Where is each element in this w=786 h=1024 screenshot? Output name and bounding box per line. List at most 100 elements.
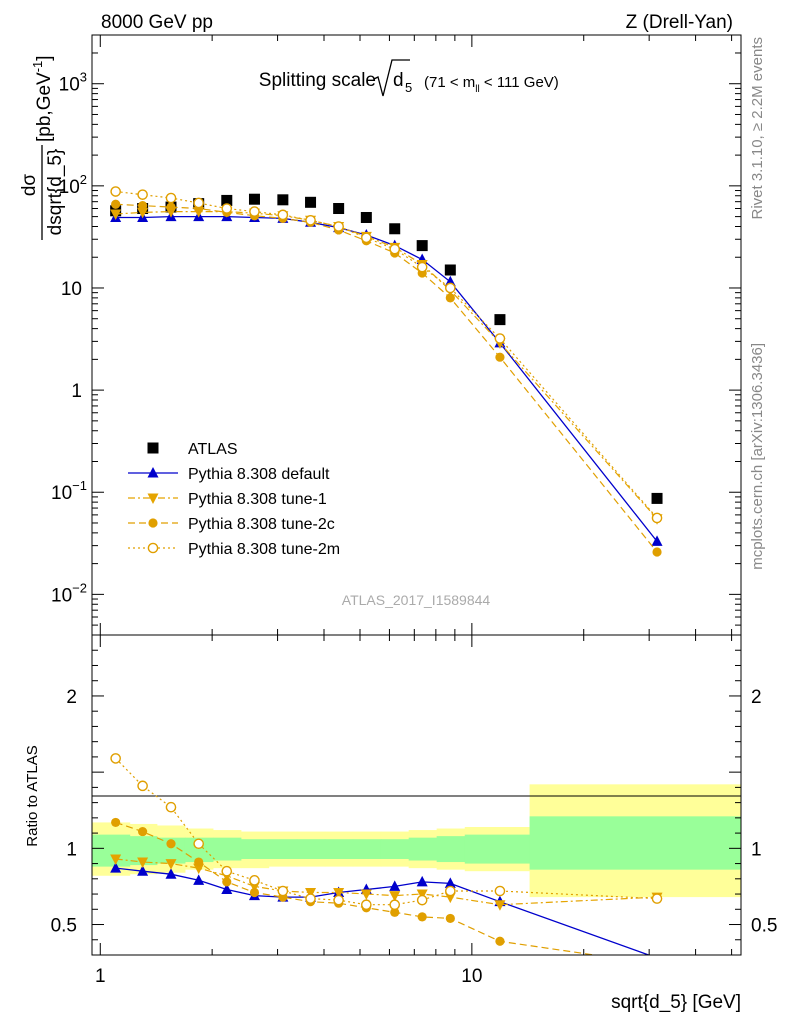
data-point-pythia-8-308-default [165, 868, 177, 879]
ratio-plot-panel: 1 10 0.5 0.5 1 1 2 2 Ratio to ATLAS sqrt{d_5} [… [24, 634, 777, 1013]
ratio-band-stat [408, 837, 438, 861]
data-point-pythia-8-308-default [221, 883, 233, 894]
plot-title-range: (71 < mll < 111 GeV) [424, 74, 559, 95]
data-point-atlas [221, 194, 233, 206]
data-point-pythia-8-308-tune-2c [138, 826, 148, 837]
series-line-pythia-8-308-tune-2c [115, 203, 658, 553]
ratio-y-axis-label: Ratio to ATLAS [24, 745, 41, 846]
ratio-uncertainty-bands [92, 784, 741, 898]
x-tick-label: 1 [95, 966, 106, 987]
ratio-y-tick-label-right: 1 [751, 839, 762, 860]
ratio-y-tick-label-right: 2 [751, 687, 762, 708]
data-point-atlas [494, 314, 506, 326]
data-point-pythia-8-308-tune-1 [137, 207, 149, 219]
analysis-tag: ATLAS_2017_I1589844 [342, 592, 491, 608]
y-tick-label: 10−1 [51, 478, 87, 504]
data-point-pythia-8-308-tune-2c [222, 877, 232, 887]
data-point-atlas [360, 211, 372, 223]
ratio-band-stat [324, 839, 354, 859]
ratio-y-tick-label: 1 [66, 839, 77, 860]
legend-item-pythia-8-308-tune-1: Pythia 8.308 tune-1 [128, 491, 327, 508]
plot-title: Splitting scale d 5 (71 < mll < 111 GeV) [259, 59, 559, 97]
data-point-pythia-8-308-tune-2m [361, 232, 372, 244]
legend-marker [147, 467, 159, 478]
data-point-pythia-8-308-tune-2c [652, 547, 662, 557]
mcplots-label: mcplots.cern.ch [arXiv:1306.3436] [749, 343, 766, 570]
data-point-pythia-8-308-default [389, 880, 401, 891]
data-point-pythia-8-308-tune-2m [249, 206, 260, 217]
data-point-pythia-8-308-tune-1 [494, 900, 506, 911]
data-point-pythia-8-308-tune-2m [445, 885, 456, 897]
data-point-pythia-8-308-tune-2m [110, 753, 121, 764]
legend-item-atlas: ATLAS [147, 441, 238, 458]
data-point-pythia-8-308-tune-2m [221, 203, 233, 214]
data-point-pythia-8-308-default [651, 535, 663, 546]
y-tick-label: 10−2 [51, 580, 87, 606]
data-point-pythia-8-308-tune-2m [416, 894, 428, 906]
ratio-y-tick-label: 0.5 [51, 916, 77, 937]
legend: ATLAS Pythia 8.308 default Pythia 8.308 tu… [128, 441, 340, 558]
ratio-band-stat [296, 839, 326, 859]
data-point-pythia-8-308-tune-2m [361, 899, 372, 911]
plot-title-sqrt-sign [373, 59, 410, 97]
y-tick-label: 1 [71, 381, 82, 402]
ratio-y-tick-label: 2 [66, 687, 77, 708]
plot-title-range-post: < 111 GeV) [480, 74, 559, 91]
data-point-pythia-8-308-tune-2m [416, 261, 428, 273]
data-point-pythia-8-308-tune-1 [416, 889, 428, 901]
data-point-pythia-8-308-tune-2m [165, 801, 177, 813]
data-point-atlas [305, 196, 317, 208]
legend-marker [147, 542, 159, 554]
data-point-pythia-8-308-tune-2c [390, 907, 400, 917]
data-point-pythia-8-308-tune-2m [277, 209, 289, 221]
data-point-pythia-8-308-tune-2c [495, 352, 505, 362]
main-plot-marks [110, 186, 663, 557]
legend-label: Pythia 8.308 tune-1 [188, 491, 327, 508]
data-point-pythia-8-308-tune-2m [221, 865, 233, 877]
data-point-pythia-8-308-tune-2m [137, 189, 148, 200]
data-point-pythia-8-308-tune-2m [494, 333, 506, 344]
data-point-pythia-8-308-default [444, 877, 456, 888]
data-point-pythia-8-308-tune-1 [110, 854, 122, 865]
data-point-pythia-8-308-tune-2m [110, 186, 121, 197]
data-point-pythia-8-308-tune-2m [193, 197, 204, 209]
data-point-atlas [277, 194, 289, 206]
data-point-pythia-8-308-default [110, 862, 122, 873]
data-point-pythia-8-308-tune-2m [389, 243, 401, 255]
ratio-band-stat [352, 839, 382, 859]
data-point-pythia-8-308-tune-2c [138, 201, 148, 211]
y-label-unit-sup: -1 [30, 61, 45, 73]
legend-item-pythia-8-308-tune-2c: Pythia 8.308 tune-2c [128, 516, 335, 533]
legend-item-pythia-8-308-default: Pythia 8.308 default [128, 466, 330, 483]
data-point-pythia-8-308-tune-2m [249, 875, 260, 886]
data-point-atlas [389, 223, 401, 235]
data-point-pythia-8-308-tune-1 [360, 889, 372, 901]
legend-item-pythia-8-308-tune-2m: Pythia 8.308 tune-2m [128, 541, 340, 558]
ratio-band-stat [212, 837, 242, 861]
plot-title-sqrt-sub: 5 [405, 80, 412, 95]
data-point-atlas [248, 193, 260, 205]
data-point-atlas [444, 264, 456, 276]
data-point-pythia-8-308-default [416, 875, 428, 887]
data-point-pythia-8-308-tune-2m [305, 893, 316, 904]
data-point-pythia-8-308-tune-1 [110, 209, 122, 221]
ratio-band-stat [436, 836, 466, 863]
data-point-pythia-8-308-default [137, 865, 149, 876]
data-point-pythia-8-308-tune-2m [333, 894, 344, 906]
y-label-unit-pre: [pb,GeV [34, 72, 55, 142]
plot-title-range-sub: ll [475, 84, 479, 95]
data-point-pythia-8-308-tune-2c [194, 857, 204, 867]
legend-marker [147, 493, 159, 504]
data-point-pythia-8-308-tune-2c [111, 199, 121, 209]
data-point-pythia-8-308-tune-2m [494, 885, 506, 897]
ratio-band-stat [380, 839, 410, 859]
data-point-pythia-8-308-tune-2c [495, 936, 505, 946]
data-point-pythia-8-308-tune-2m [137, 780, 148, 792]
ratio-plot-frame [91, 634, 742, 956]
data-point-pythia-8-308-tune-2m [651, 512, 663, 524]
data-point-pythia-8-308-tune-1 [305, 888, 317, 899]
header-right: Z (Drell-Yan) [626, 12, 733, 33]
data-point-pythia-8-308-tune-2m [445, 282, 456, 294]
data-point-pythia-8-308-default [193, 874, 205, 885]
